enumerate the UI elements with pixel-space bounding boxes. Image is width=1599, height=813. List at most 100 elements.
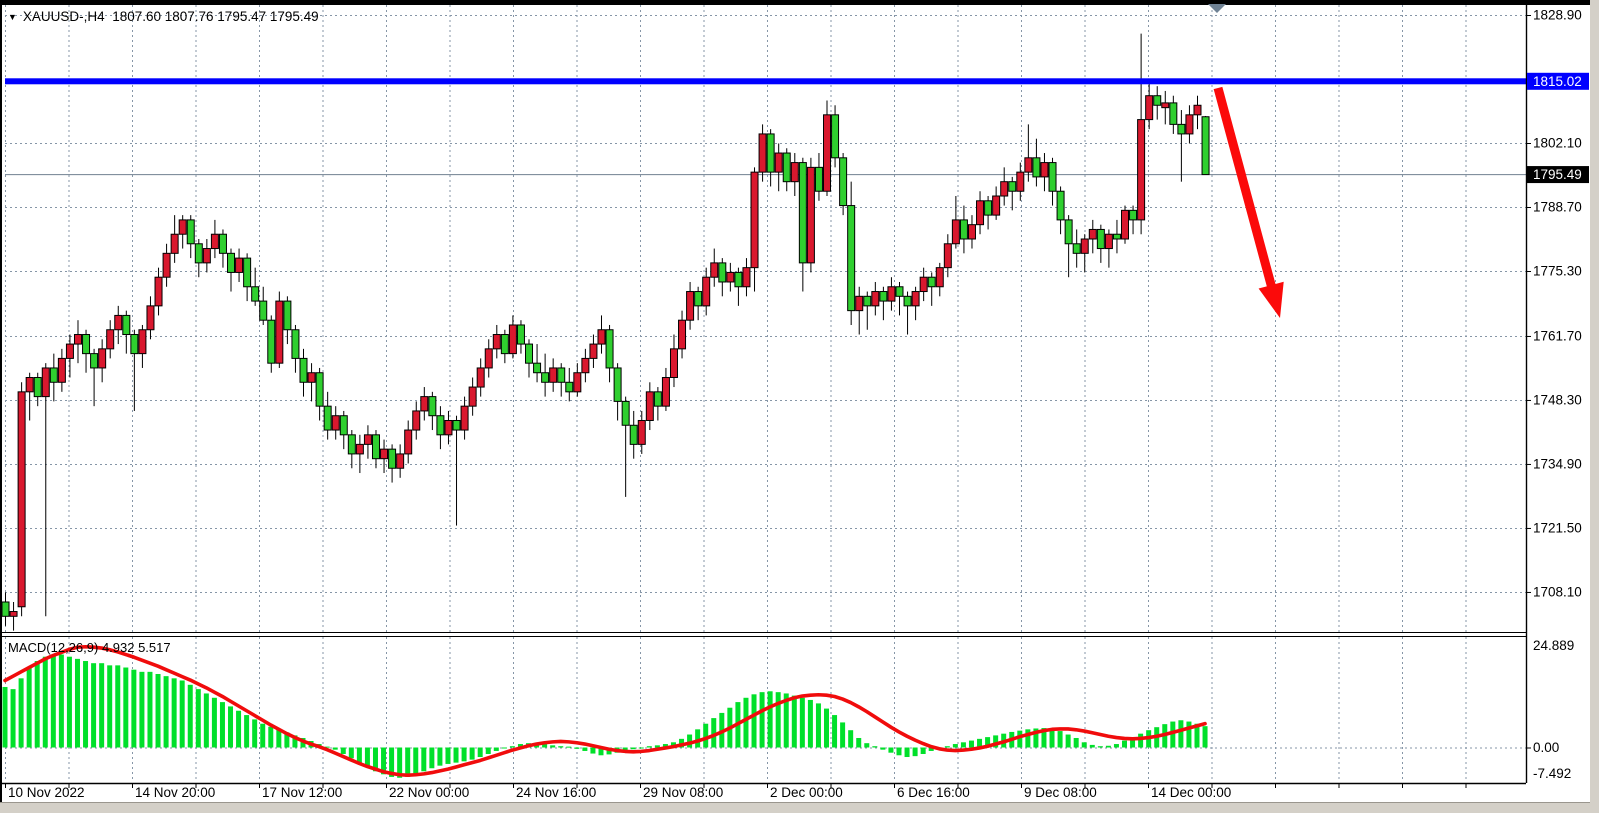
macd-bar xyxy=(332,747,338,750)
macd-bar xyxy=(791,695,797,748)
macd-bar xyxy=(944,746,950,748)
price-axis[interactable]: 1828.90 1802.10 1788.70 1775.30 1761.70 1748.… xyxy=(1526,8,1582,600)
symbol-timeframe-label: XAUUSD-,H4 xyxy=(22,9,105,24)
price-axis-label: 1802.10 xyxy=(1533,135,1582,150)
macd-bar xyxy=(389,747,395,777)
macd-bar xyxy=(219,702,225,748)
macd-bar xyxy=(1073,737,1079,748)
macd-bar xyxy=(236,710,242,748)
macd-bar xyxy=(928,747,934,751)
candle xyxy=(653,387,662,421)
candle xyxy=(1016,162,1025,201)
indicator-axis[interactable]: 24.889 0.00 -7.492 xyxy=(1526,638,1574,781)
candle xyxy=(984,196,993,230)
macd-bar xyxy=(131,669,137,748)
time-axis-label: 14 Dec 00:00 xyxy=(1151,785,1231,800)
candle xyxy=(839,153,848,216)
candle xyxy=(581,348,590,383)
candle xyxy=(404,420,413,464)
macd-bar xyxy=(139,671,145,748)
symbol-title: ▼ XAUUSD-,H4 1807.60 1807.76 1795.47 1795… xyxy=(8,9,319,24)
candle xyxy=(1056,186,1065,235)
macd-bar xyxy=(662,744,668,748)
candle xyxy=(291,324,300,373)
symbol-dropdown-icon[interactable]: ▼ xyxy=(8,12,17,22)
candle xyxy=(388,444,397,483)
macd-bar xyxy=(1017,730,1023,748)
macd-bar xyxy=(284,732,290,748)
macd-axis-label: 0.00 xyxy=(1533,740,1559,755)
macd-bar xyxy=(83,661,89,748)
candle xyxy=(444,410,453,445)
time-axis-label: 22 Nov 00:00 xyxy=(389,785,469,800)
macd-bar xyxy=(437,747,443,766)
macd-indicator-label: MACD(12,26,9) 4.932 5.517 xyxy=(8,640,171,655)
macd-bar xyxy=(711,718,717,748)
candle xyxy=(25,372,34,421)
macd-bar xyxy=(2,686,8,748)
candle xyxy=(742,258,751,297)
candle xyxy=(1024,124,1033,182)
macd-bar xyxy=(58,654,64,748)
candle xyxy=(895,281,904,316)
macd-bar xyxy=(453,747,459,763)
macd-bar xyxy=(10,689,16,748)
candle xyxy=(879,286,888,321)
macd-bar xyxy=(1041,728,1047,748)
bearish-arrow-annotation[interactable] xyxy=(1213,86,1284,318)
candle xyxy=(90,348,99,407)
macd-bar xyxy=(856,737,862,748)
macd-bar xyxy=(751,694,757,748)
candle xyxy=(130,329,139,411)
resistance-hline[interactable] xyxy=(5,78,1526,85)
macd-bar xyxy=(558,746,564,748)
candle xyxy=(1088,219,1097,254)
macd-bar xyxy=(179,680,185,748)
candle xyxy=(65,334,74,378)
macd-bar xyxy=(292,735,298,748)
candle xyxy=(943,234,952,278)
current-price-badge: 1795.49 xyxy=(1527,166,1589,184)
candle xyxy=(154,267,163,316)
candle xyxy=(114,305,123,345)
time-axis[interactable]: 10 Nov 2022 14 Nov 20:00 17 Nov 12:00 22 No… xyxy=(5,783,1467,800)
macd-bar xyxy=(799,697,805,748)
macd-bar xyxy=(397,747,403,778)
macd-bar xyxy=(1049,728,1055,748)
macd-bar xyxy=(952,744,958,748)
candle xyxy=(436,406,445,450)
time-axis-label: 2 Dec 00:00 xyxy=(770,785,843,800)
time-axis-label: 10 Nov 2022 xyxy=(8,785,85,800)
candle xyxy=(1145,81,1154,130)
candle xyxy=(573,363,582,397)
macd-bar xyxy=(493,747,499,751)
macd-bar xyxy=(485,747,491,754)
price-axis-label: 1734.90 xyxy=(1533,456,1582,471)
candle xyxy=(1121,205,1130,244)
macd-bar xyxy=(244,715,250,748)
macd-bar xyxy=(1178,720,1184,748)
macd-bar xyxy=(1202,726,1208,748)
macd-bar xyxy=(542,744,548,748)
macd-bar xyxy=(960,742,966,748)
macd-bar xyxy=(815,703,821,748)
macd-bar xyxy=(405,747,411,777)
candle xyxy=(661,367,670,411)
candle xyxy=(919,267,928,302)
candle xyxy=(484,339,493,378)
candle xyxy=(1201,115,1210,176)
macd-bar xyxy=(582,747,588,751)
candle xyxy=(702,267,711,316)
candle xyxy=(178,215,187,249)
candle xyxy=(339,410,348,450)
candle xyxy=(790,153,799,197)
candle xyxy=(452,415,461,526)
price-axis-label: 1788.70 xyxy=(1533,199,1582,214)
candle xyxy=(525,339,534,378)
candle xyxy=(170,215,179,263)
macd-bar xyxy=(824,708,830,748)
candle xyxy=(734,267,743,306)
macd-bar xyxy=(703,723,709,748)
candle xyxy=(331,406,340,440)
